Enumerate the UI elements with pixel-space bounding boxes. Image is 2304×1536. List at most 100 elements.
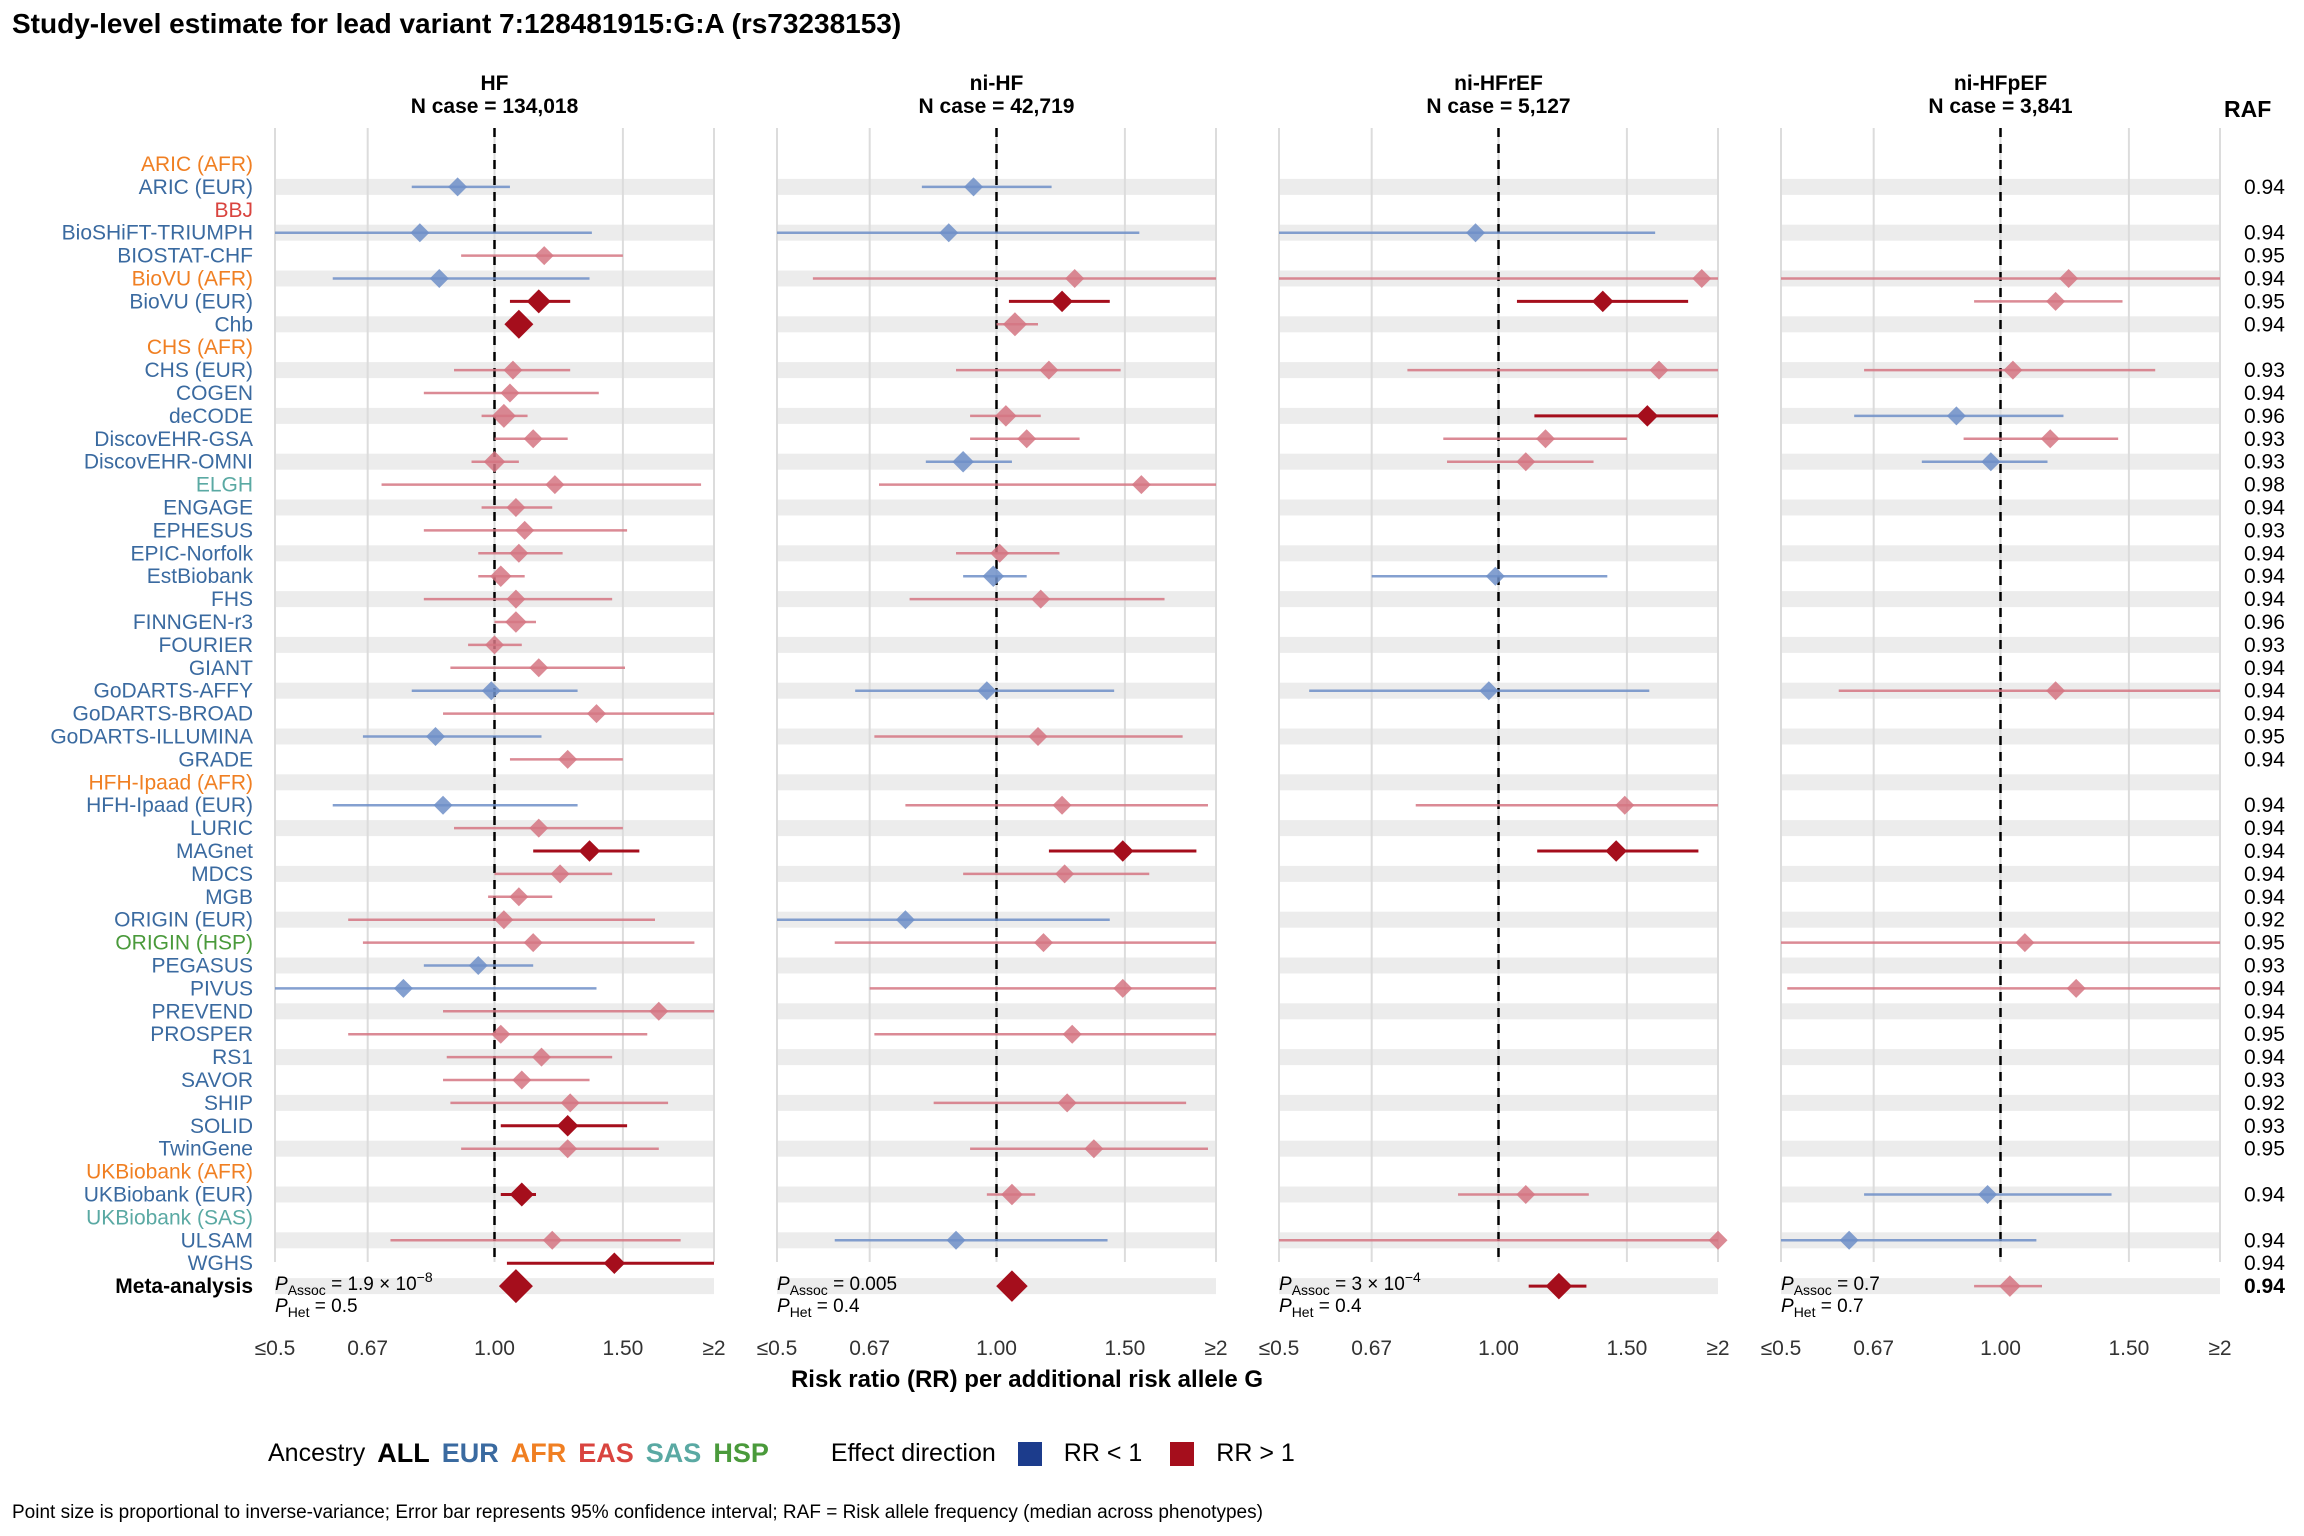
raf-value: 0.94: [2244, 1252, 2285, 1275]
estimate-marker: [529, 658, 549, 678]
p-het: PHet = 0.4: [777, 1296, 860, 1320]
legend-ancestry-list: ALL EUR AFR EAS SAS HSP: [377, 1438, 781, 1469]
study-label: HFH-Ipaad (EUR): [86, 794, 253, 817]
study-label: LURIC: [190, 817, 253, 840]
estimate-marker: [1485, 566, 1505, 586]
raf-value: 0.94: [2244, 565, 2285, 588]
estimate-marker: [1002, 312, 1027, 337]
estimate-marker: [512, 1070, 532, 1090]
x-tick-label: 1.50: [1606, 1337, 1647, 1360]
estimate-marker: [1978, 1185, 1998, 1204]
estimate-marker: [1649, 360, 1669, 380]
study-label: ORIGIN (EUR): [114, 909, 253, 932]
raf-value: 0.95: [2244, 290, 2285, 313]
raf-value: 0.95: [2244, 245, 2285, 268]
raf-value: 0.96: [2244, 405, 2285, 428]
study-label: DiscovEHR-GSA: [94, 428, 253, 451]
raf-value: 0.94: [2244, 313, 2285, 336]
study-label: WGHS: [188, 1252, 253, 1275]
chart-title: Study-level estimate for lead variant 7:…: [12, 8, 902, 39]
estimate-marker: [491, 403, 516, 428]
x-tick-label: ≥2: [1706, 1337, 1729, 1360]
estimate-marker: [1545, 1272, 1573, 1300]
study-label: GRADE: [178, 748, 253, 771]
estimate-marker: [1592, 290, 1614, 313]
raf-value: 0.94: [2244, 176, 2285, 199]
panel-title: ni-HFpEF: [1954, 72, 2047, 95]
caption: Point size is proportional to inverse-va…: [12, 1502, 1263, 1523]
estimate-marker: [483, 450, 506, 473]
raf-value: 0.94: [2244, 1184, 2285, 1207]
raf-value: 0.95: [2244, 726, 2285, 749]
estimate-marker: [1028, 727, 1048, 746]
raf-value: 0.95: [2244, 1138, 2285, 1161]
study-label: deCODE: [169, 405, 253, 428]
study-label: RS1: [212, 1046, 253, 1069]
estimate-marker: [1692, 269, 1712, 288]
raf-value: 0.94: [2244, 657, 2285, 680]
study-label: CHS (AFR): [147, 336, 253, 359]
estimate-marker: [498, 1269, 533, 1304]
estimate-marker: [895, 910, 915, 930]
x-tick-label: ≥2: [2208, 1337, 2231, 1360]
study-label: SOLID: [190, 1115, 253, 1138]
estimate-marker: [485, 635, 504, 655]
raf-value: 0.93: [2244, 451, 2285, 474]
study-label: UKBiobank (AFR): [86, 1161, 253, 1184]
estimate-marker: [2059, 269, 2079, 288]
estimate-marker: [1031, 589, 1051, 609]
study-label: ULSAM: [181, 1229, 253, 1252]
study-label: ARIC (EUR): [139, 176, 253, 199]
study-label: HFH-Ipaad (AFR): [88, 771, 253, 794]
study-label: MAGnet: [176, 840, 253, 863]
raf-value: 0.94: [2244, 977, 2285, 1000]
estimate-marker: [542, 1230, 562, 1250]
raf-value: 0.98: [2244, 474, 2285, 497]
estimate-marker: [556, 1115, 579, 1137]
study-label: TwinGene: [158, 1138, 253, 1161]
study-label: EPIC-Norfolk: [130, 542, 253, 565]
raf-value: 0.93: [2244, 955, 2285, 978]
estimate-marker: [1034, 933, 1054, 953]
raf-value: 0.93: [2244, 519, 2285, 542]
raf-value: 0.94: [2244, 268, 2285, 291]
estimate-marker: [505, 611, 527, 633]
study-label: BIOSTAT-CHF: [117, 245, 253, 268]
estimate-marker: [550, 864, 570, 884]
estimate-marker: [429, 269, 449, 288]
p-het: PHet = 0.7: [1781, 1296, 1864, 1320]
estimate-marker: [995, 405, 1017, 427]
estimate-marker: [1112, 840, 1134, 862]
legend-swatch-rr-lt-1: [1017, 1441, 1042, 1466]
study-label: GoDARTS-ILLUMINA: [50, 726, 253, 749]
p-assoc: PAssoc = 0.005: [777, 1274, 897, 1298]
raf-value: 0.94: [2244, 703, 2285, 726]
x-tick-label: ≤0.5: [757, 1337, 798, 1360]
study-label: FINNGEN-r3: [133, 611, 253, 634]
x-tick-label: 1.50: [2108, 1337, 2149, 1360]
estimate-marker: [1636, 405, 1659, 427]
panel-ncase: N case = 134,018: [411, 95, 579, 118]
estimate-marker: [558, 749, 578, 769]
study-label: SAVOR: [181, 1069, 253, 1092]
raf-value: 0.94: [2244, 1046, 2285, 1069]
estimate-marker: [509, 1182, 534, 1207]
raf-value: 0.94: [2244, 497, 2285, 520]
raf-value: 0.94: [2244, 863, 2285, 886]
legend-label-rr-gt-1: RR > 1: [1216, 1439, 1295, 1467]
raf-value: 0.93: [2244, 428, 2285, 451]
raf-value: 0.94: [2244, 1229, 2285, 1252]
study-label: Chb: [214, 313, 253, 336]
x-tick-label: 1.50: [602, 1337, 643, 1360]
estimate-marker: [504, 309, 534, 339]
raf-value: 0.96: [2244, 611, 2285, 634]
estimate-marker: [586, 704, 606, 724]
x-tick-label: 1.00: [474, 1337, 515, 1360]
estimate-marker: [410, 223, 430, 243]
study-label: FHS: [211, 588, 253, 611]
study-label: COGEN: [176, 382, 253, 405]
estimate-marker: [448, 177, 468, 197]
x-tick-label: 1.00: [1478, 1337, 1519, 1360]
estimate-marker: [509, 887, 529, 907]
